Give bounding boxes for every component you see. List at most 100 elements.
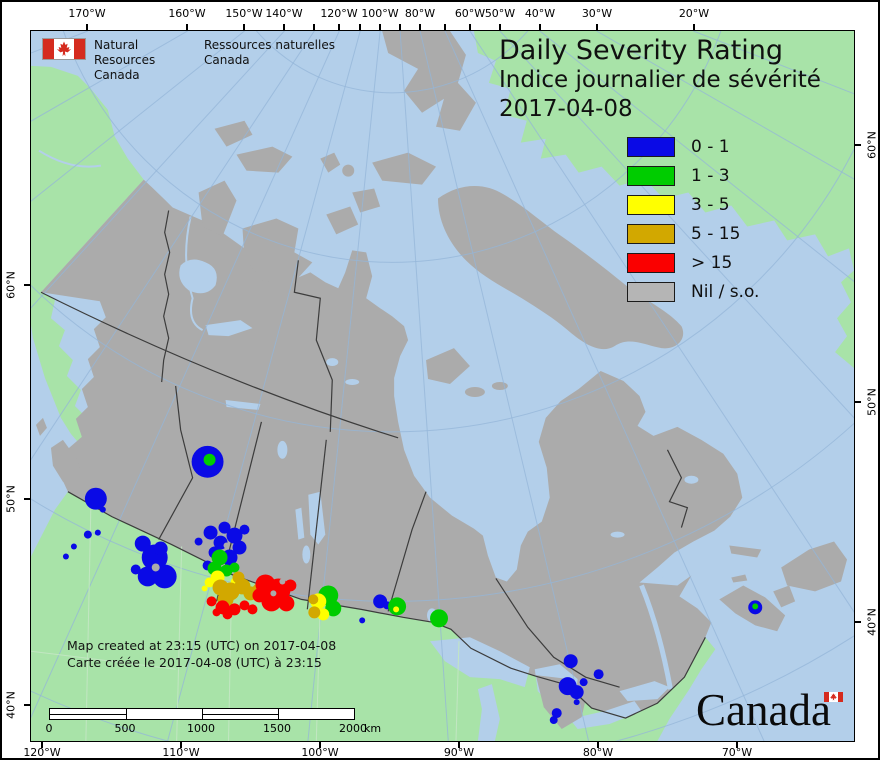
haida-gwaii [35, 417, 47, 436]
axis-tick [24, 704, 30, 706]
axis-tick [180, 742, 182, 748]
map-title-block: Daily Severity Rating Indice journalier … [499, 35, 821, 124]
st-lawrence-river [639, 584, 673, 690]
legend-label: > 15 [691, 252, 733, 273]
axis-label-longitude: 30°W [581, 7, 613, 20]
legend-row: 3 - 5 [627, 190, 759, 219]
title-english: Daily Severity Rating [499, 35, 784, 66]
axis-label-longitude: 170°W [68, 7, 106, 20]
border-canada-us [67, 491, 706, 719]
lac-st-jean [654, 570, 665, 579]
ellesmere-island [382, 31, 476, 131]
border-60n [40, 291, 399, 439]
axis-label-longitude: 40°W [524, 7, 556, 20]
axis-tick [693, 24, 695, 30]
axis-tick [499, 24, 501, 30]
severity-class-red [206, 574, 297, 620]
somerset-island [326, 206, 359, 235]
baffin-island [438, 186, 684, 350]
axis-label-longitude: 120°W [23, 746, 61, 759]
scale-label: 1500 [263, 722, 291, 735]
axis-tick [855, 144, 861, 146]
legend-swatch [627, 252, 675, 273]
created-english: Map created at 23:15 (UTC) on 2017-04-08 [67, 638, 337, 653]
newfoundland-island [781, 541, 848, 592]
axis-tick [86, 24, 88, 30]
severity-class-gold [212, 571, 321, 619]
scale-label: 2000 [339, 722, 367, 735]
border-yt-nwt [161, 210, 171, 383]
signature-english: Natural Resources Canada [94, 38, 190, 83]
signature-fr-line1: Ressources naturelles [204, 38, 335, 52]
title-french: Indice journalier de sévérité [499, 67, 821, 93]
scale-segment [50, 709, 126, 719]
axis-label-latitude: 60°N [4, 271, 18, 299]
axis-tick [338, 24, 340, 30]
created-french: Carte créée le 2017-04-08 (UTC) à 23:15 [67, 655, 322, 670]
axis-tick [736, 742, 738, 748]
legend-row: 1 - 3 [627, 161, 759, 190]
scale-segment [126, 709, 202, 719]
anticosti-island [729, 545, 762, 558]
legend-label: 5 - 15 [691, 223, 741, 244]
axis-label-longitude: 50°W [484, 7, 516, 20]
smallwood-reservoir [684, 475, 699, 484]
cornwallis-island [342, 164, 355, 177]
belcher-islands [533, 485, 538, 490]
mackenzie-river [185, 216, 204, 332]
king-william-island [345, 285, 356, 296]
legend-swatch [627, 136, 675, 157]
axis-tick [597, 742, 599, 748]
axis-tick-minor [359, 24, 361, 30]
axis-tick-minor [313, 24, 315, 30]
lake-manitoba [302, 545, 311, 564]
axis-label-longitude: 120°W [320, 7, 358, 20]
prince-edward-island [731, 574, 748, 583]
cape-breton [773, 585, 796, 608]
axis-tick [186, 24, 188, 30]
scale-bar [49, 708, 355, 720]
scale-segment [278, 709, 354, 719]
signature-fr-line2: Canada [204, 53, 250, 67]
axis-tick [469, 24, 471, 30]
axis-label-longitude: 80°W [582, 746, 614, 759]
axis-tick [855, 621, 861, 623]
map-frame [30, 30, 855, 742]
wordmark-flag-icon [824, 692, 843, 702]
scale-label: 1000 [187, 722, 215, 735]
legend-row: > 15 [627, 248, 759, 277]
canada-wordmark: Canada [696, 685, 831, 735]
legend-swatch [627, 281, 675, 302]
axis-label-longitude: 140°W [265, 7, 303, 20]
axis-label-latitude: 60°N [865, 131, 879, 159]
axis-label-longitude: 110°W [162, 746, 200, 759]
axis-label-longitude: 160°W [168, 7, 206, 20]
signature-en-line1: Natural Resources [94, 38, 156, 67]
axis-tick [283, 24, 285, 30]
greenland-landmass [473, 31, 854, 369]
severity-class-holes [151, 542, 286, 597]
axis-tick [458, 742, 460, 748]
axis-tick [596, 24, 598, 30]
axis-label-longitude: 20°W [678, 7, 710, 20]
signature-french: Ressources naturelles Canada [204, 38, 344, 68]
map-canvas [31, 31, 854, 741]
axis-label-longitude: 70°W [721, 746, 753, 759]
legend-row: 0 - 1 [627, 132, 759, 161]
border-sk-mb [306, 439, 327, 610]
axis-label-longitude: 90°W [443, 746, 475, 759]
belcher-islands-2 [537, 493, 542, 498]
axis-label-latitude: 50°N [865, 388, 879, 416]
axis-label-longitude: 100°W [301, 746, 339, 759]
axis-label-longitude: 60°W [454, 7, 486, 20]
prince-patrick-island [214, 120, 253, 147]
canada-flag-icon [42, 38, 86, 60]
axis-tick-minor [444, 24, 446, 30]
legend: 0 - 1 1 - 3 3 - 5 5 - 15 > 15 Nil / s.o. [627, 132, 759, 306]
lake-winnipeg [308, 491, 326, 545]
baker-lake [345, 379, 360, 386]
axis-label-longitude: 100°W [361, 7, 399, 20]
created-annotation: Map created at 23:15 (UTC) on 2017-04-08… [67, 637, 336, 671]
axis-tick [379, 24, 381, 30]
legend-label: Nil / s.o. [691, 281, 760, 302]
